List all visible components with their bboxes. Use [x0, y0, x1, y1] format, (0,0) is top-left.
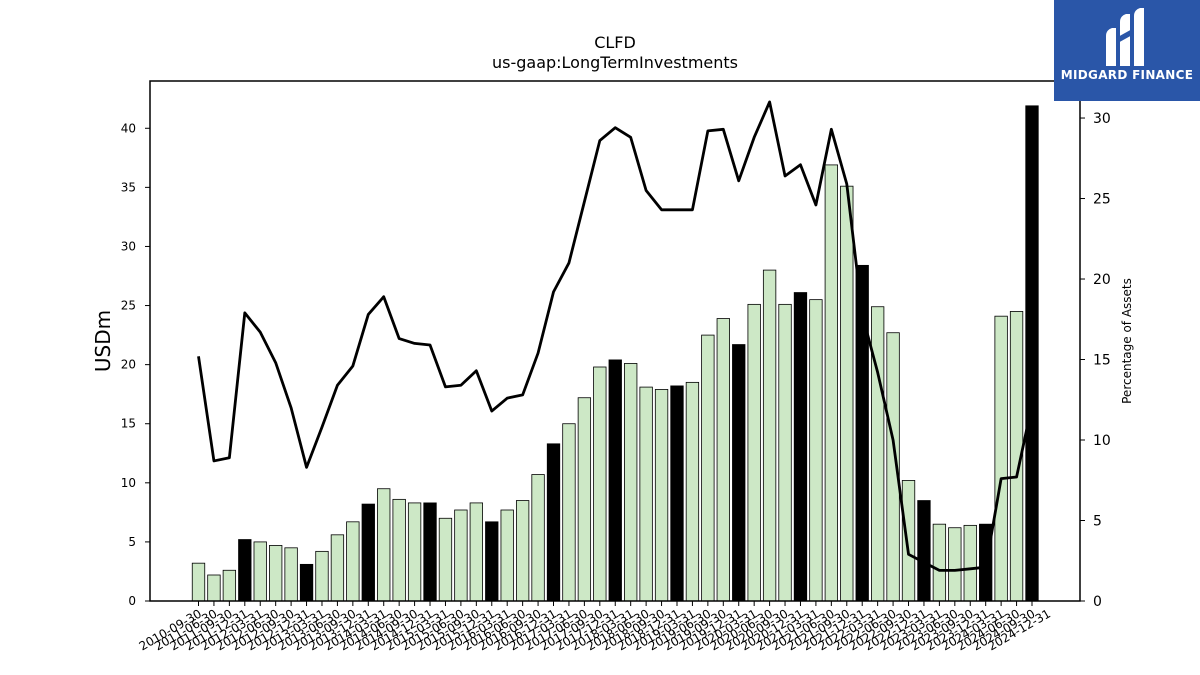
left-tick-label: 25: [121, 299, 136, 313]
left-tick-label: 0: [128, 594, 136, 608]
bar: [685, 381, 700, 602]
left-tick-label: 40: [121, 121, 136, 135]
bar: [562, 423, 576, 602]
bar: [809, 299, 823, 602]
plot-frame: [149, 80, 1081, 602]
line-series-group: [197, 100, 1034, 572]
bar: [963, 524, 977, 602]
bar: [361, 503, 375, 602]
bar: [191, 562, 206, 602]
left-tick-label: 10: [121, 476, 136, 490]
bar: [269, 545, 283, 602]
bar: [670, 385, 684, 602]
right-tick-label: 10: [1093, 433, 1111, 449]
chart-title: CLFD: [594, 33, 636, 52]
bar: [762, 269, 777, 602]
brand-mark-icon: [1106, 8, 1144, 66]
left-tick-label: 20: [121, 358, 136, 372]
bar: [1025, 105, 1039, 602]
bar: [330, 534, 345, 602]
bar-series: [191, 105, 1039, 602]
left-axis-ticks: 0 5 10 15 20 25 30 35 40: [121, 121, 150, 608]
left-tick-label: 5: [128, 535, 136, 549]
bar: [577, 397, 592, 602]
bar: [639, 386, 653, 602]
y-axis-label: USDm: [91, 310, 115, 372]
bar: [917, 500, 931, 602]
bar: [299, 563, 314, 602]
left-tick-label: 15: [121, 417, 136, 431]
bar: [716, 318, 730, 602]
bar: [392, 498, 406, 602]
bar: [346, 521, 360, 602]
bar: [407, 502, 422, 602]
left-tick-label: 35: [121, 180, 136, 194]
right-tick-label: 25: [1093, 192, 1111, 208]
bar: [901, 480, 916, 602]
right-tick-label: 5: [1093, 514, 1102, 530]
right-tick-label: 20: [1093, 272, 1111, 288]
bar: [238, 539, 252, 602]
right-axis-ticks: 0 5 10 15 20 25 30: [1080, 111, 1111, 610]
brand-logo: MIDGARD FINANCE: [1054, 0, 1200, 101]
bar: [624, 363, 638, 602]
bar: [515, 500, 530, 602]
bar: [747, 303, 761, 602]
y2-axis-label: Percentage of Assets: [1120, 278, 1134, 404]
bar: [222, 569, 237, 602]
right-tick-label: 0: [1093, 594, 1102, 610]
brand-name: MIDGARD FINANCE: [1060, 68, 1194, 82]
left-tick-label: 30: [121, 239, 136, 253]
bar: [840, 185, 854, 602]
bar: [454, 509, 468, 602]
bar: [423, 502, 437, 602]
percentage-line: [197, 100, 1034, 572]
bar: [608, 359, 622, 602]
bar: [315, 550, 329, 602]
bar: [207, 574, 221, 602]
bar: [593, 366, 607, 602]
x-axis-ticks: 2010-09-302011-06-302011-09-302011-12-31…: [137, 601, 1053, 653]
right-tick-label: 15: [1093, 353, 1111, 369]
bar: [948, 527, 962, 602]
bar: [654, 389, 669, 602]
bar: [994, 315, 1008, 602]
bar: [485, 521, 499, 602]
bar: [701, 334, 715, 602]
bar: [469, 502, 483, 602]
bar: [438, 517, 453, 602]
bar: [932, 523, 947, 602]
chart-subtitle: us-gaap:LongTermInvestments: [492, 53, 738, 72]
bar: [793, 292, 808, 602]
bar: [253, 541, 267, 602]
bar: [778, 303, 792, 602]
bar: [377, 488, 391, 602]
bar: [500, 509, 514, 602]
bar: [531, 474, 545, 602]
bar: [546, 443, 561, 602]
bar: [824, 164, 838, 602]
bar: [732, 344, 746, 602]
bar: [284, 547, 298, 602]
right-tick-label: 30: [1093, 111, 1111, 127]
